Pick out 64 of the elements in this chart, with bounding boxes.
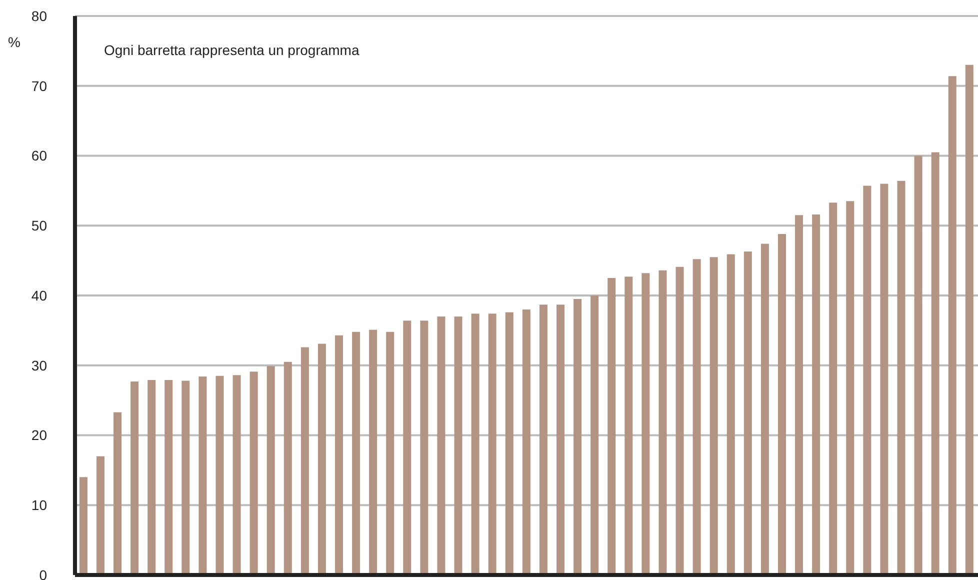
bar [114, 412, 122, 575]
bar [284, 362, 292, 575]
bar [488, 314, 496, 575]
bar [795, 215, 804, 575]
y-tick-label: 50 [31, 218, 48, 234]
bar [454, 316, 462, 575]
bar [79, 477, 88, 575]
annotation: Ogni barretta rappresenta un programma [104, 42, 360, 58]
bar [96, 456, 104, 575]
bar [522, 309, 530, 575]
bar [778, 234, 786, 575]
y-tick-label: 20 [31, 427, 48, 444]
bar [403, 320, 412, 575]
bar [539, 304, 548, 575]
bar [692, 259, 701, 575]
bar [232, 375, 241, 575]
bar [948, 76, 956, 575]
bar [965, 64, 974, 575]
bar [726, 254, 735, 575]
y-tick-label: 60 [31, 148, 48, 164]
bar [250, 372, 258, 575]
bar [437, 316, 446, 575]
bar [658, 270, 667, 575]
bar [266, 366, 275, 575]
bar [642, 273, 650, 575]
bar [744, 251, 752, 575]
bar [334, 335, 343, 575]
y-tick-label: 10 [31, 497, 48, 514]
bar [931, 152, 940, 575]
y-tick-label: 40 [31, 287, 48, 304]
bar [624, 276, 633, 575]
bar [812, 214, 820, 575]
bar [505, 312, 514, 575]
y-tick-label: 80 [31, 8, 48, 24]
bar [710, 257, 718, 575]
bar [130, 381, 139, 575]
bar [863, 186, 872, 575]
bar [369, 330, 378, 575]
bar [590, 296, 599, 575]
bar [574, 298, 582, 575]
bar [760, 244, 769, 575]
bar [164, 380, 173, 575]
y-tick-label: 70 [31, 78, 48, 94]
bar [914, 156, 922, 575]
bar [182, 380, 190, 575]
bar [897, 180, 906, 575]
bar [420, 320, 428, 575]
bar [300, 347, 309, 575]
bar [676, 266, 684, 575]
bar [216, 376, 224, 575]
bar [198, 376, 207, 575]
bar [148, 380, 156, 575]
y-tick-label: 0 [39, 566, 48, 580]
bar [352, 332, 360, 575]
y-axis-title: % [8, 34, 20, 50]
bar [556, 304, 564, 575]
bar [880, 184, 888, 575]
bar [471, 314, 480, 575]
bar [608, 278, 616, 575]
bar [846, 201, 854, 575]
y-tick-label: 30 [31, 357, 48, 374]
bar [318, 344, 326, 575]
bar [386, 332, 394, 575]
bar [829, 202, 838, 575]
